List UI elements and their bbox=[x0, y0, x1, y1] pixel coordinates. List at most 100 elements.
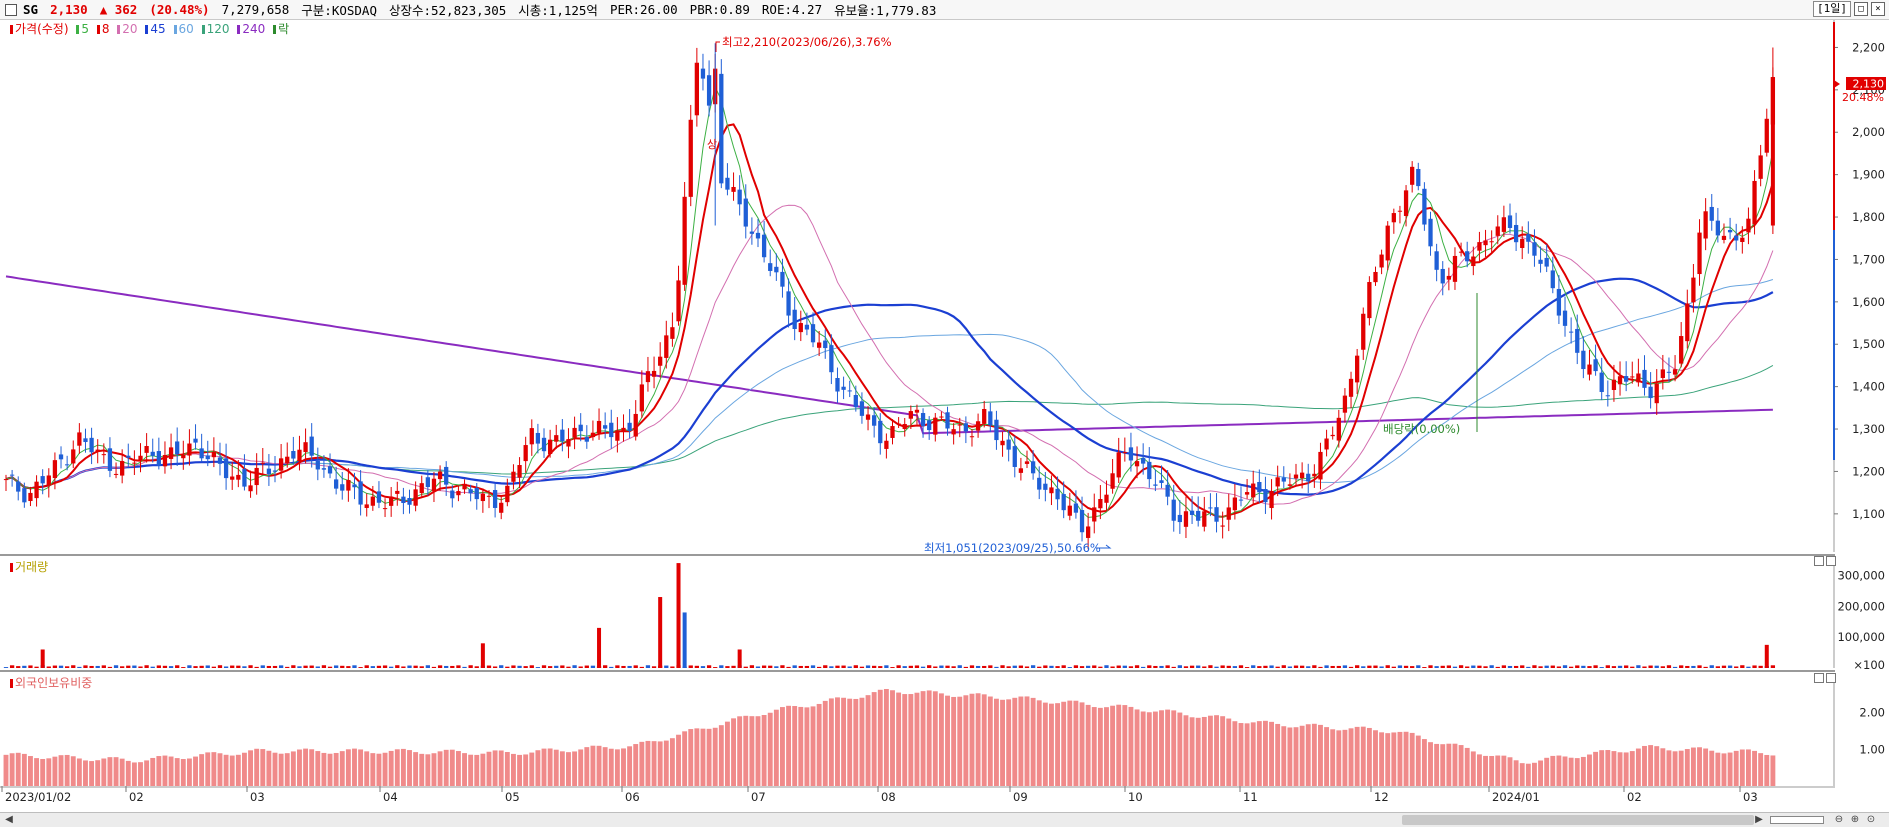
volume-bar bbox=[1452, 666, 1458, 668]
legend-ma45[interactable]: 45 bbox=[150, 22, 166, 36]
candle-body bbox=[878, 420, 883, 444]
foreign-bar bbox=[1207, 715, 1213, 786]
ma8-line bbox=[5, 123, 1774, 518]
candle-body bbox=[101, 454, 106, 456]
volume-bar bbox=[896, 665, 901, 668]
close-icon[interactable]: × bbox=[1871, 2, 1885, 16]
candle-body bbox=[52, 460, 58, 479]
candle-body bbox=[1495, 226, 1500, 236]
volume-bar bbox=[1471, 665, 1476, 668]
foreign-bar bbox=[70, 756, 76, 786]
foreign-bar bbox=[1721, 753, 1727, 786]
price-tick-label: 1,400 bbox=[1852, 380, 1885, 394]
drop-marker-icon bbox=[273, 25, 277, 34]
maximize-icon[interactable]: □ bbox=[1854, 2, 1868, 16]
price-tick-label: 1,900 bbox=[1852, 168, 1885, 182]
candle-body bbox=[761, 234, 767, 258]
volume-bar bbox=[1330, 665, 1335, 668]
current-price-tag bbox=[1846, 77, 1886, 90]
candle-body bbox=[792, 309, 797, 330]
volume-bar bbox=[505, 666, 510, 668]
volume-bar bbox=[437, 665, 443, 668]
foreign-bar bbox=[1275, 723, 1281, 786]
candle-body bbox=[1183, 511, 1189, 527]
volume-pane-divider[interactable] bbox=[0, 554, 1835, 556]
candle-body bbox=[1630, 376, 1635, 378]
volume-bar bbox=[651, 666, 657, 668]
scroll-right-icon[interactable]: ▶ bbox=[1755, 814, 1763, 825]
ma5-line bbox=[5, 85, 1774, 519]
zoom-slider[interactable] bbox=[1770, 816, 1824, 824]
period-button[interactable]: [1일] bbox=[1813, 1, 1851, 17]
candle-body bbox=[658, 356, 663, 366]
foreign-bar bbox=[1562, 756, 1568, 786]
candle-body bbox=[651, 370, 657, 377]
volume-bar bbox=[1024, 666, 1030, 668]
volume-spike-bar bbox=[480, 643, 485, 668]
volume-bar bbox=[560, 665, 565, 668]
date-tick-label: 08 bbox=[881, 790, 896, 804]
volume-bar bbox=[474, 666, 479, 668]
foreign-ownership-bars bbox=[3, 688, 1776, 786]
foreign-title[interactable]: 외국인보유비중 bbox=[15, 676, 93, 690]
volume-bar bbox=[1538, 666, 1543, 668]
legend-ma5[interactable]: 5 bbox=[81, 22, 89, 36]
foreign-bar bbox=[241, 752, 247, 786]
horizontal-scrollbar[interactable]: ◀ ▶ ⊖ ⊕ ⊙ bbox=[0, 812, 1889, 827]
foreign-pane-close-icon[interactable] bbox=[1826, 673, 1836, 683]
candle-body bbox=[609, 422, 614, 438]
candle-body bbox=[107, 448, 113, 471]
foreign-bar bbox=[871, 692, 877, 786]
foreign-bar bbox=[492, 750, 498, 786]
candle-body bbox=[804, 324, 810, 330]
legend-drop[interactable]: 락 bbox=[278, 22, 290, 36]
volume-bar bbox=[242, 666, 247, 668]
foreign-pane-maximize-icon[interactable] bbox=[1814, 673, 1824, 683]
volume-bar bbox=[829, 666, 834, 668]
candle-body bbox=[615, 430, 620, 441]
foreign-bar bbox=[1262, 720, 1268, 786]
volume-bar bbox=[1636, 665, 1641, 668]
moving-average-lines bbox=[5, 85, 1774, 519]
volume-bar bbox=[1037, 666, 1042, 668]
zoom-in-icon[interactable]: ⊕ bbox=[1850, 814, 1860, 825]
volume-bar bbox=[1550, 665, 1555, 668]
candle-body bbox=[77, 432, 82, 446]
candle-body bbox=[113, 473, 119, 475]
volume-bar bbox=[1581, 665, 1586, 668]
volume-axis: 300,000 200,000 100,000 ×100 bbox=[1833, 560, 1885, 672]
candle-body bbox=[1715, 220, 1721, 236]
volume-bar bbox=[615, 665, 620, 668]
zoom-reset-icon[interactable]: ⊙ bbox=[1866, 814, 1876, 825]
foreign-bar bbox=[1495, 755, 1501, 786]
volume-title[interactable]: 거래량 bbox=[15, 560, 49, 574]
volume-bar bbox=[1520, 665, 1525, 668]
price-tick-label: 1,700 bbox=[1852, 252, 1885, 266]
legend-ma60[interactable]: 60 bbox=[178, 22, 194, 36]
foreign-bar bbox=[627, 746, 633, 786]
legend-ma8[interactable]: 8 bbox=[101, 22, 110, 36]
foreign-bar bbox=[1501, 755, 1507, 786]
foreign-bar bbox=[1036, 700, 1042, 786]
volume-pane-maximize-icon[interactable] bbox=[1814, 556, 1824, 566]
select-checkbox[interactable] bbox=[5, 3, 17, 16]
foreign-bar bbox=[58, 755, 64, 786]
foreign-bar bbox=[1324, 727, 1330, 786]
scroll-thumb[interactable] bbox=[1402, 815, 1754, 825]
zoom-out-icon[interactable]: ⊖ bbox=[1834, 814, 1844, 825]
legend-ma240[interactable]: 240 bbox=[242, 22, 266, 36]
volume-bar bbox=[633, 665, 638, 668]
volume-bar bbox=[1385, 665, 1390, 668]
foreign-bar bbox=[339, 751, 345, 786]
volume-bar bbox=[138, 666, 143, 668]
volume-pane-close-icon[interactable] bbox=[1826, 556, 1836, 566]
volume-bar bbox=[1355, 665, 1360, 668]
foreign-pane-divider[interactable] bbox=[0, 670, 1835, 672]
volume-bar bbox=[1232, 666, 1238, 668]
candle-body bbox=[156, 451, 161, 466]
legend-ma120[interactable]: 120 bbox=[206, 22, 230, 36]
scroll-left-icon[interactable]: ◀ bbox=[5, 814, 13, 825]
legend-price[interactable]: 가격(수정) bbox=[15, 22, 69, 36]
legend-ma20[interactable]: 20 bbox=[122, 22, 138, 36]
